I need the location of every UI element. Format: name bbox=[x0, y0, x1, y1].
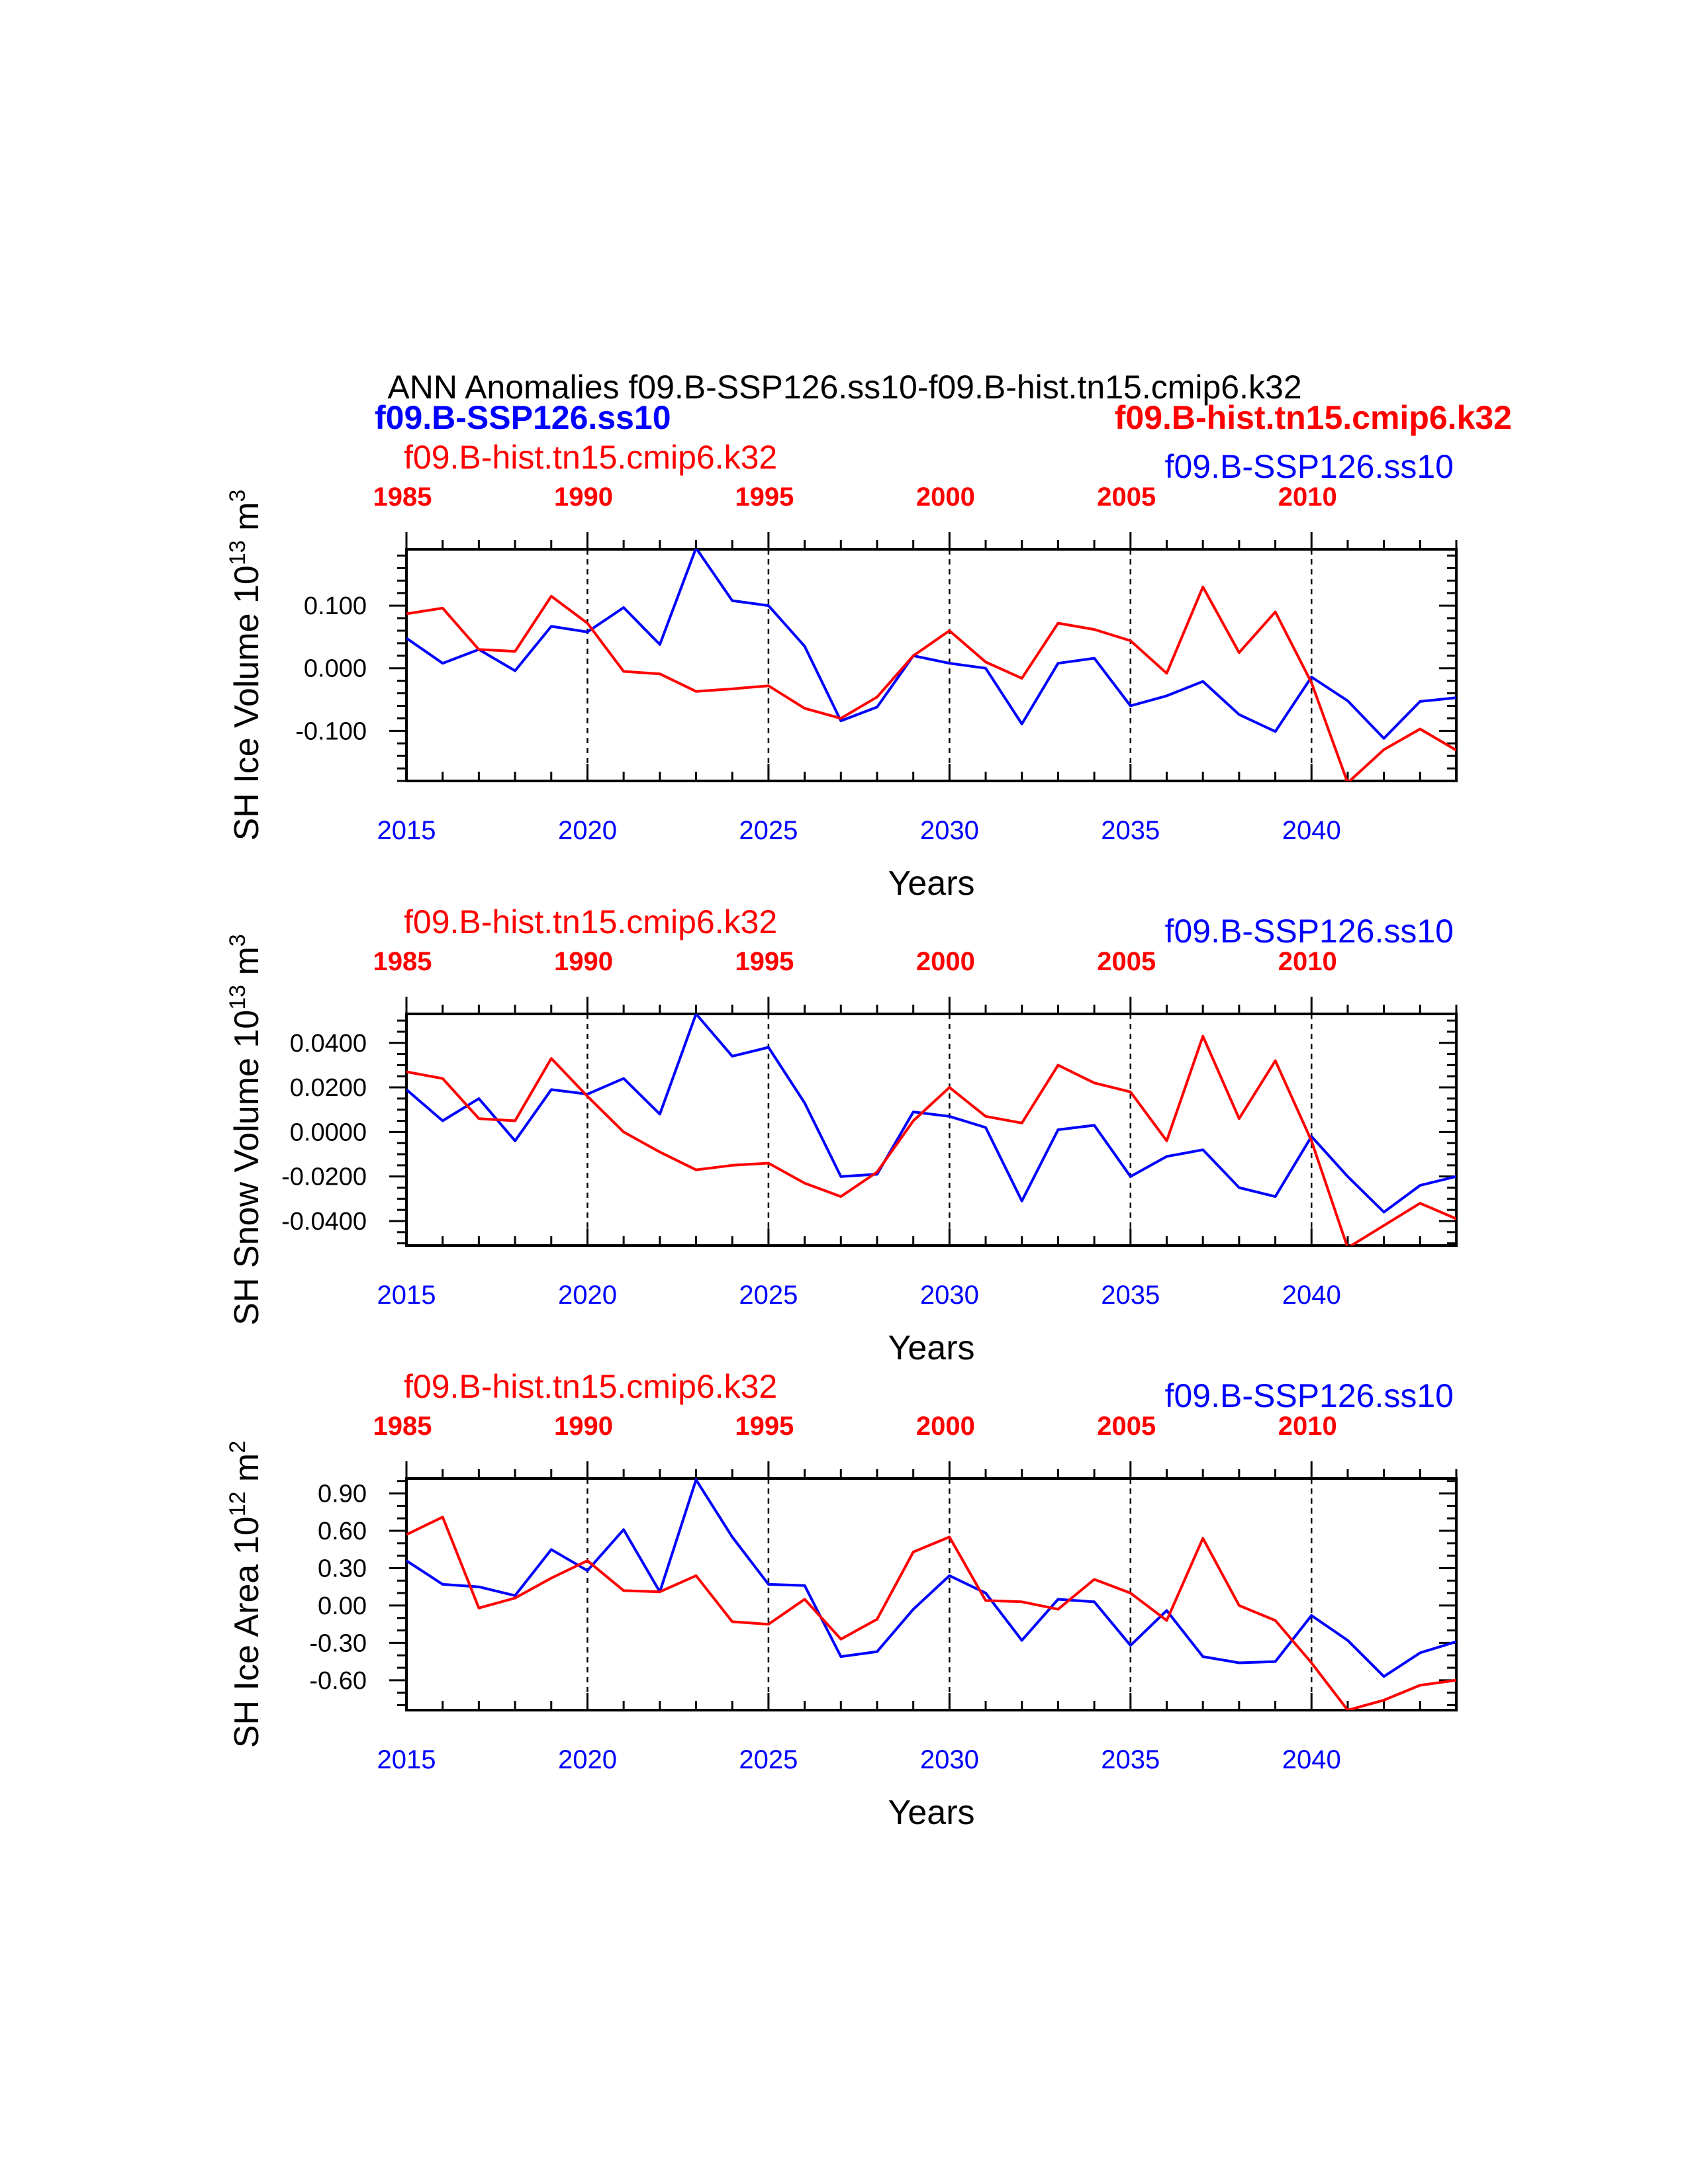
y-tick-label: 0.60 bbox=[318, 1518, 367, 1545]
x-top-tick-label: 1990 bbox=[554, 482, 613, 512]
x-tick-label: 2020 bbox=[558, 1745, 617, 1774]
x-axis-title: Years bbox=[888, 864, 974, 903]
plot-frame bbox=[405, 1477, 1458, 1711]
x-tick-label: 2015 bbox=[377, 1281, 436, 1310]
legend-case1-label: f09.B-SSP126.ss10 bbox=[375, 399, 671, 436]
series-line-case1 bbox=[406, 1479, 1456, 1678]
x-tick-label: 2035 bbox=[1101, 816, 1160, 845]
series-line-case2 bbox=[406, 585, 1456, 781]
x-tick-label: 2040 bbox=[1282, 816, 1341, 845]
case1-label: f09.B-SSP126.ss10 bbox=[1165, 913, 1454, 950]
case1-label: f09.B-SSP126.ss10 bbox=[1165, 1377, 1454, 1414]
x-top-tick-label: 1990 bbox=[554, 947, 613, 976]
x-tick-label: 2025 bbox=[739, 1281, 798, 1310]
x-top-tick-label: 1985 bbox=[373, 1412, 432, 1441]
x-top-tick-label: 1995 bbox=[735, 1412, 794, 1441]
x-tick-label: 2015 bbox=[377, 816, 436, 845]
plot-frame bbox=[405, 548, 1458, 782]
case2-label: f09.B-hist.tn15.cmip6.k32 bbox=[404, 439, 777, 476]
x-top-tick-label: 2010 bbox=[1278, 482, 1337, 512]
y-tick-label: -0.60 bbox=[309, 1667, 367, 1695]
case2-label: f09.B-hist.tn15.cmip6.k32 bbox=[404, 903, 777, 940]
x-tick-label: 2035 bbox=[1101, 1281, 1160, 1310]
y-tick-label: -0.0200 bbox=[281, 1163, 367, 1191]
chart-panel-3: -0.60 -0.30 0.00 0.30 0.60 0.90 2015 2020 2025 20… bbox=[225, 1368, 1458, 1832]
x-top-tick-label: 1985 bbox=[373, 947, 432, 976]
x-tick-label: 2020 bbox=[558, 816, 617, 845]
x-top-tick-label: 2010 bbox=[1278, 1412, 1337, 1441]
x-tick-label: 2015 bbox=[377, 1745, 436, 1774]
x-tick-label: 2040 bbox=[1282, 1745, 1341, 1774]
x-top-tick-label: 1990 bbox=[554, 1412, 613, 1441]
y-tick-label: -0.0400 bbox=[281, 1208, 367, 1236]
y-axis-title: SH Ice Volume 1013 m3 bbox=[225, 490, 266, 841]
x-tick-label: 2020 bbox=[558, 1281, 617, 1310]
x-top-tick-label: 2000 bbox=[916, 482, 975, 512]
y-tick-label: 0.100 bbox=[304, 592, 367, 620]
x-top-tick-label: 2005 bbox=[1097, 1412, 1156, 1441]
y-tick-label: 0.0000 bbox=[290, 1118, 367, 1146]
y-tick-label: 0.0400 bbox=[290, 1030, 367, 1058]
x-top-tick-label: 2005 bbox=[1097, 947, 1156, 976]
legend-case2-label: f09.B-hist.tn15.cmip6.k32 bbox=[1115, 399, 1512, 436]
x-top-tick-label: 2000 bbox=[916, 1412, 975, 1441]
x-top-tick-label: 2010 bbox=[1278, 947, 1337, 976]
series-line-case2 bbox=[406, 1034, 1456, 1246]
x-tick-label: 2030 bbox=[920, 1281, 979, 1310]
x-top-tick-label: 1995 bbox=[735, 482, 794, 512]
x-axis-title: Years bbox=[888, 1794, 974, 1832]
main-title: ANN Anomalies f09.B-SSP126.ss10-f09.B-hi… bbox=[387, 369, 1301, 406]
y-tick-label: 0.000 bbox=[304, 655, 367, 683]
x-tick-label: 2040 bbox=[1282, 1281, 1341, 1310]
y-tick-label: 0.0200 bbox=[290, 1074, 367, 1102]
plot-frame bbox=[405, 1013, 1458, 1247]
x-top-tick-label: 2005 bbox=[1097, 482, 1156, 512]
x-top-tick-label: 1985 bbox=[373, 482, 432, 512]
y-axis-title: SH Ice Area 1012 m2 bbox=[225, 1441, 266, 1748]
y-tick-label: -0.30 bbox=[309, 1629, 367, 1657]
y-axis-title: SH Snow Volume 1013 m3 bbox=[225, 934, 266, 1325]
series-line-case1 bbox=[406, 1014, 1456, 1214]
x-top-tick-label: 2000 bbox=[916, 947, 975, 976]
x-tick-label: 2030 bbox=[920, 1745, 979, 1774]
chart-panel-2: -0.0400 -0.0200 0.0000 0.0200 0.0400 2015 2020… bbox=[225, 903, 1458, 1367]
x-tick-label: 2025 bbox=[739, 816, 798, 845]
x-tick-label: 2025 bbox=[739, 1745, 798, 1774]
y-tick-label: 0.30 bbox=[318, 1555, 367, 1582]
x-top-tick-label: 1995 bbox=[735, 947, 794, 976]
y-tick-label: 0.90 bbox=[318, 1480, 367, 1508]
case1-label: f09.B-SSP126.ss10 bbox=[1165, 448, 1454, 485]
series-line-case2 bbox=[406, 1516, 1456, 1710]
series-line-case1 bbox=[406, 549, 1456, 740]
case2-label: f09.B-hist.tn15.cmip6.k32 bbox=[404, 1368, 777, 1405]
y-tick-label: -0.100 bbox=[295, 717, 367, 745]
x-tick-label: 2030 bbox=[920, 816, 979, 845]
x-axis-title: Years bbox=[888, 1329, 974, 1367]
x-tick-label: 2035 bbox=[1101, 1745, 1160, 1774]
chart-panel-1: -0.100 0.000 0.100 2015 2020 2025 2030 2035 2040… bbox=[225, 439, 1458, 903]
y-tick-label: 0.00 bbox=[318, 1592, 367, 1620]
